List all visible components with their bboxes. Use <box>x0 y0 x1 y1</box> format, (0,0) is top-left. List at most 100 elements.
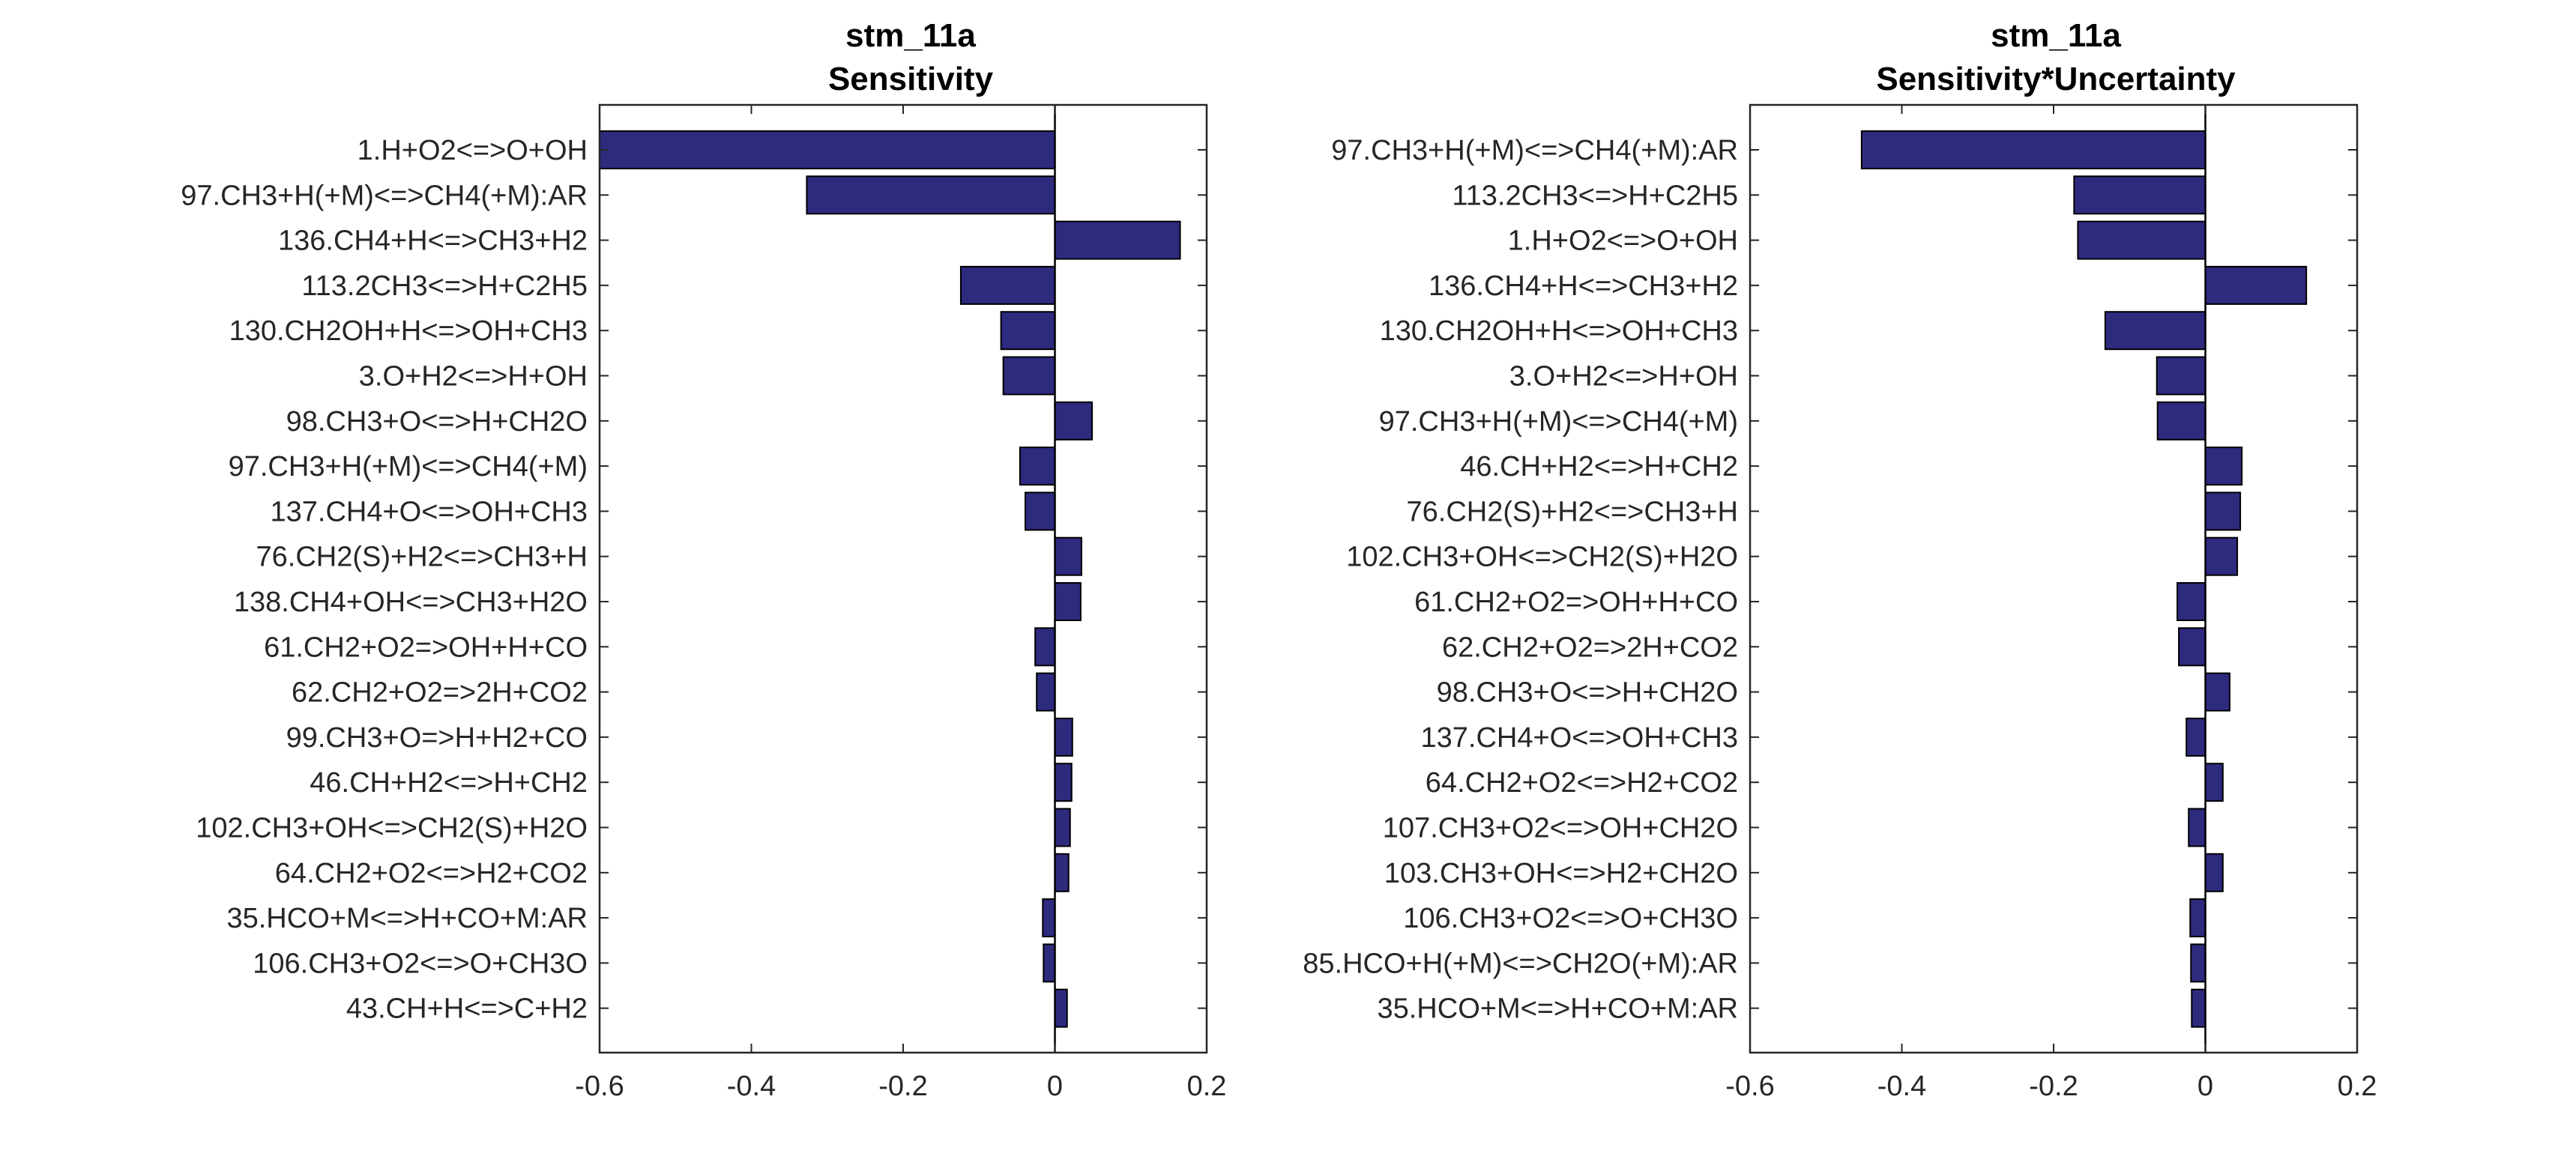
x-tick-label: 0 <box>1047 1071 1063 1102</box>
bar <box>1025 491 1056 531</box>
category-label: 98.CH3+O<=>H+CH2O <box>1437 677 1738 709</box>
bar <box>1036 672 1056 712</box>
category-label: 106.CH3+O2<=>O+CH3O <box>253 948 588 979</box>
bar <box>1054 220 1181 260</box>
bar <box>2077 220 2207 260</box>
bar <box>1042 898 1056 938</box>
bar <box>2204 763 2224 802</box>
category-label: 97.CH3+H(+M)<=>CH4(+M) <box>229 451 588 482</box>
category-label: 62.CH2+O2=>2H+CO2 <box>292 677 588 709</box>
category-label: 61.CH2+O2=>OH+H+CO <box>1414 587 1738 618</box>
x-tick-label: -0.2 <box>878 1071 927 1102</box>
category-label: 106.CH3+O2<=>O+CH3O <box>1403 903 1738 934</box>
category-label: 64.CH2+O2<=>H2+CO2 <box>275 858 588 889</box>
category-labels: 1.H+O2<=>O+OH 97.CH3+H(+M)<=>CH4(+M):AR 13… <box>181 135 588 1025</box>
bar <box>2191 988 2207 1028</box>
bar <box>2156 356 2207 396</box>
category-label: 1.H+O2<=>O+OH <box>358 135 588 166</box>
category-label: 99.CH3+O=>H+H2+CO <box>286 722 588 754</box>
category-label: 85.HCO+H(+M)<=>CH2O(+M):AR <box>1303 948 1738 979</box>
x-tick-label: -0.4 <box>1877 1071 1926 1102</box>
bar <box>2204 536 2239 576</box>
category-label: 113.2CH3<=>H+C2H5 <box>301 270 588 302</box>
bar-group <box>1860 105 2308 1053</box>
category-label: 3.O+H2<=>H+OH <box>1509 361 1738 393</box>
bar-group <box>599 105 1181 1053</box>
sensitivity-panel: stm_11a Sensitivity 1.H+O2<=>O+OH 97.CH3+… <box>181 17 1226 1102</box>
bar <box>1054 988 1068 1028</box>
category-label: 35.HCO+M<=>H+CO+M:AR <box>226 903 588 934</box>
x-tick-label: -0.4 <box>727 1071 776 1102</box>
category-label: 107.CH3+O2<=>OH+CH2O <box>1383 813 1738 844</box>
panel-subtitle: Sensitivity*Uncertainty <box>1876 61 2236 97</box>
category-label: 35.HCO+M<=>H+CO+M:AR <box>1377 993 1738 1025</box>
category-label: 46.CH+H2<=>H+CH2 <box>1460 451 1738 482</box>
bar <box>2178 627 2207 667</box>
category-label: 62.CH2+O2=>2H+CO2 <box>1442 632 1738 663</box>
category-label: 61.CH2+O2=>OH+H+CO <box>264 632 588 663</box>
category-label: 138.CH4+OH<=>CH3+H2O <box>234 587 588 618</box>
category-label: 137.CH4+O<=>OH+CH3 <box>1420 722 1738 754</box>
category-label: 97.CH3+H(+M)<=>CH4(+M):AR <box>1331 135 1738 166</box>
bar <box>2186 717 2207 757</box>
category-label: 98.CH3+O<=>H+CH2O <box>286 406 588 438</box>
bar <box>1054 763 1073 802</box>
category-label: 136.CH4+H<=>CH3+H2 <box>1429 270 1738 302</box>
category-label: 113.2CH3<=>H+C2H5 <box>1452 180 1738 211</box>
bar <box>2204 672 2230 712</box>
category-label: 136.CH4+H<=>CH3+H2 <box>278 226 588 257</box>
bar <box>2190 943 2207 983</box>
category-label: 130.CH2OH+H<=>OH+CH3 <box>229 315 588 347</box>
bar <box>1034 627 1056 667</box>
bar <box>1002 356 1056 396</box>
category-label: 103.CH3+OH<=>H2+CH2O <box>1384 858 1738 889</box>
bar <box>1860 130 2207 169</box>
bar <box>2104 311 2207 351</box>
category-label: 46.CH+H2<=>H+CH2 <box>310 767 588 799</box>
panel-title: stm_11a <box>1991 17 2121 54</box>
bar <box>599 130 1056 169</box>
bar <box>1054 853 1070 892</box>
category-label: 130.CH2OH+H<=>OH+CH3 <box>1380 315 1738 347</box>
x-tick-label: 0.2 <box>1187 1071 1227 1102</box>
category-label: 97.CH3+H(+M)<=>CH4(+M):AR <box>181 180 588 211</box>
bar <box>959 265 1056 305</box>
panel-title: stm_11a <box>845 17 976 54</box>
x-tick-label: -0.6 <box>1725 1071 1774 1102</box>
x-tick-label: 0 <box>2198 1071 2213 1102</box>
category-label: 3.O+H2<=>H+OH <box>359 361 588 393</box>
bar <box>2156 401 2207 441</box>
bar <box>2204 853 2224 892</box>
x-tick-label: -0.2 <box>2029 1071 2078 1102</box>
x-tick-label: 0.2 <box>2338 1071 2377 1102</box>
category-label: 43.CH+H<=>C+H2 <box>346 993 588 1025</box>
bar <box>1043 943 1056 983</box>
category-labels: 97.CH3+H(+M)<=>CH4(+M):AR 113.2CH3<=>H+C2… <box>1303 135 1738 1025</box>
category-label: 97.CH3+H(+M)<=>CH4(+M) <box>1379 406 1738 438</box>
bar <box>2204 491 2242 531</box>
x-axis-ticks: -0.6 -0.4 -0.2 0 0.2 <box>575 105 1226 1102</box>
category-label: 102.CH3+OH<=>CH2(S)+H2O <box>1346 542 1738 573</box>
bar <box>1054 582 1082 621</box>
category-label: 76.CH2(S)+H2<=>CH3+H <box>1407 496 1739 527</box>
bar <box>2204 447 2243 486</box>
x-tick-label: -0.6 <box>575 1071 624 1102</box>
category-label: 76.CH2(S)+H2<=>CH3+H <box>256 542 588 573</box>
category-label: 137.CH4+O<=>OH+CH3 <box>270 496 588 527</box>
bar <box>1000 311 1056 351</box>
axes-box <box>598 103 1208 1054</box>
bar <box>1054 401 1094 441</box>
bar <box>1054 808 1071 847</box>
panel-subtitle: Sensitivity <box>828 61 994 97</box>
category-label: 102.CH3+OH<=>CH2(S)+H2O <box>196 813 588 844</box>
bar <box>2204 265 2308 305</box>
bar <box>2073 175 2207 215</box>
axes-box <box>1749 103 2359 1054</box>
category-label: 1.H+O2<=>O+OH <box>1508 226 1738 257</box>
category-label: 64.CH2+O2<=>H2+CO2 <box>1426 767 1738 799</box>
bar <box>2189 898 2207 938</box>
bar <box>1054 536 1082 576</box>
sensitivity-uncertainty-panel: stm_11a Sensitivity*Uncertainty 97.CH3+H… <box>1303 17 2377 1102</box>
bar <box>2188 808 2207 847</box>
